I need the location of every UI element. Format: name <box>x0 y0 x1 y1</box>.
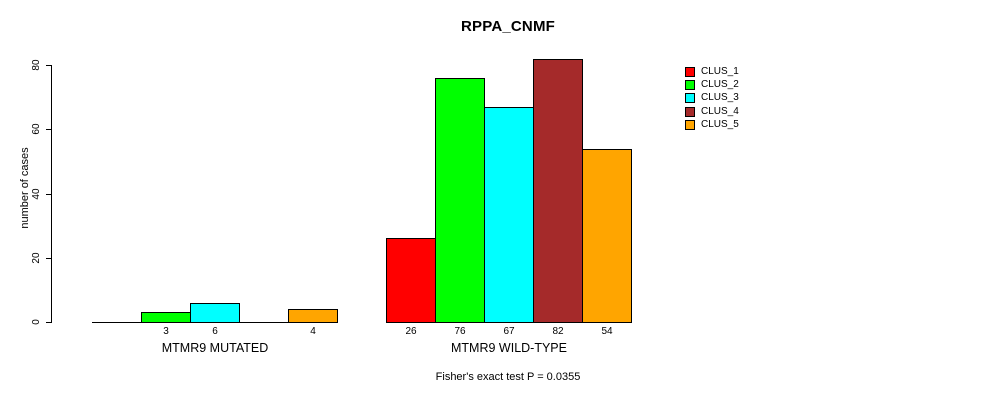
group-label-wild-type: MTMR9 WILD-TYPE <box>451 341 567 355</box>
legend-label: CLUS_5 <box>701 118 739 130</box>
bar-clus_5-mutated <box>288 309 338 323</box>
bar-value-label: 3 <box>163 326 169 337</box>
bar-value-label: 54 <box>601 326 613 337</box>
bar-clus_2-wild-type <box>435 78 485 323</box>
legend-swatch-clus_5 <box>685 119 695 130</box>
bar-value-label: 26 <box>405 326 417 337</box>
bar-clus_5-wild-type <box>582 149 632 323</box>
y-tick-label: 0 <box>31 319 42 325</box>
y-tick-label: 40 <box>31 188 42 200</box>
bar-value-label: 76 <box>454 326 466 337</box>
fisher-test-footnote: Fisher's exact test P = 0.0355 <box>435 371 581 383</box>
y-axis-tick <box>46 258 51 259</box>
legend-item: CLUS_1 <box>685 66 739 77</box>
bar-value-label: 82 <box>552 326 564 337</box>
chart-title: RPPA_CNMF <box>460 18 556 35</box>
legend-label: CLUS_4 <box>701 105 739 117</box>
legend-item: CLUS_5 <box>685 119 739 130</box>
bar-clus_4-wild-type <box>533 59 583 323</box>
legend-swatch-clus_3 <box>685 92 695 103</box>
y-tick-label: 20 <box>31 252 42 264</box>
legend-item: CLUS_2 <box>685 79 739 90</box>
y-axis-tick <box>46 65 51 66</box>
legend-swatch-clus_2 <box>685 79 695 90</box>
legend-item: CLUS_3 <box>685 92 739 103</box>
bar-clus_3-wild-type <box>484 107 534 323</box>
y-axis-tick <box>46 322 51 323</box>
y-axis-label: number of cases <box>19 147 31 229</box>
y-tick-label: 80 <box>31 59 42 71</box>
group-label-mutated: MTMR9 MUTATED <box>161 341 269 355</box>
legend-label: CLUS_3 <box>701 91 739 103</box>
y-axis-line <box>51 65 52 323</box>
legend-label: CLUS_2 <box>701 78 739 90</box>
bar-clus_1-wild-type <box>386 238 436 323</box>
legend-label: CLUS_1 <box>701 65 739 77</box>
bar-clus_3-mutated <box>190 303 240 323</box>
bar-value-label: 67 <box>503 326 515 337</box>
legend-swatch-clus_1 <box>685 66 695 77</box>
bar-clus_2-mutated <box>141 312 191 323</box>
y-tick-label: 60 <box>31 123 42 135</box>
y-axis-tick <box>46 194 51 195</box>
bar-value-label: 4 <box>310 326 316 337</box>
legend-swatch-clus_4 <box>685 106 695 117</box>
legend-item: CLUS_4 <box>685 106 739 117</box>
bar-value-label: 6 <box>212 326 218 337</box>
y-axis-tick <box>46 129 51 130</box>
